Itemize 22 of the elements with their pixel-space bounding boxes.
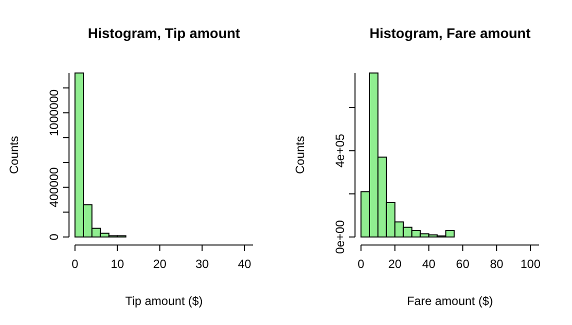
chart-title: Histogram, Tip amount — [88, 25, 240, 41]
chart-title: Histogram, Fare amount — [369, 25, 531, 41]
x-tick-label: 20 — [153, 257, 167, 271]
x-tick-label: 0 — [358, 257, 365, 271]
y-tick-label: 4e+05 — [333, 134, 347, 168]
y-tick-label: 0 — [47, 233, 61, 240]
x-tick-label: 10 — [110, 257, 124, 271]
y-axis-title: Counts — [293, 136, 307, 174]
x-tick-label: 40 — [238, 257, 252, 271]
x-tick-label: 80 — [490, 257, 504, 271]
x-tick-label: 20 — [388, 257, 402, 271]
x-axis-title: Tip amount ($) — [125, 294, 203, 308]
y-tick-label: 0e+00 — [333, 220, 347, 254]
x-tick-label: 100 — [520, 257, 541, 271]
y-tick-label: 400000 — [47, 166, 61, 208]
x-axis-title: Fare amount ($) — [406, 294, 494, 308]
y-axis-title: Counts — [7, 136, 21, 174]
x-tick-label: 0 — [72, 257, 79, 271]
x-tick-label: 30 — [195, 257, 210, 271]
x-tick-label: 40 — [422, 257, 436, 271]
x-tick-label: 60 — [456, 257, 470, 271]
y-tick-label: 1000000 — [47, 89, 61, 136]
